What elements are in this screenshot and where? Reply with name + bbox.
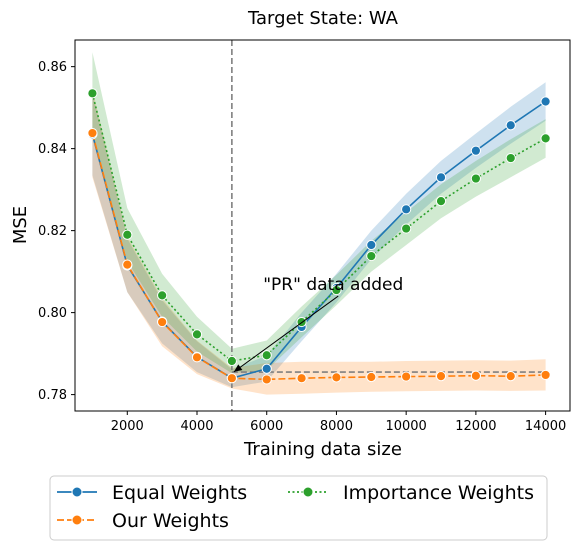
x-axis-ticks: 2000 4000 6000 8000 10000 12000 14000 [111, 411, 566, 434]
point-2-4 [226, 355, 237, 367]
reference-lines [231, 40, 546, 411]
y-tick-label-4: 0.86 [38, 60, 67, 75]
series-lines [91, 93, 547, 381]
legend-label-2: Importance Weights [343, 482, 534, 504]
point-1-7 [331, 372, 342, 383]
point-1-3 [191, 352, 203, 363]
annotation-text: "PR" data added [263, 275, 403, 295]
legend-marker-0 [71, 486, 83, 498]
point-2-12 [505, 152, 516, 164]
point-2-11 [470, 173, 481, 184]
point-1-13 [540, 369, 551, 381]
point-0-9 [401, 204, 412, 215]
point-0-12 [505, 120, 516, 131]
point-1-12 [505, 371, 516, 382]
point-1-0 [87, 127, 98, 139]
point-2-10 [435, 196, 447, 207]
y-axis-label: MSE [10, 206, 31, 244]
annotation-arrow [233, 295, 339, 373]
point-1-1 [122, 259, 133, 270]
y-tick-label-3: 0.84 [38, 142, 67, 157]
series-line-2 [91, 93, 546, 362]
point-1-5 [261, 374, 272, 385]
chart-title: Target State: WA [247, 8, 399, 29]
series-line-1 [91, 132, 546, 381]
point-1-6 [296, 373, 307, 384]
legend: Equal Weights Our Weights Importance Weigh… [49, 475, 548, 541]
ci-band-1 [92, 89, 546, 395]
point-1-4 [226, 373, 237, 384]
point-2-9 [401, 223, 412, 234]
legend-marker-2 [302, 486, 314, 498]
point-1-9 [401, 371, 412, 382]
point-0-8 [366, 239, 377, 251]
y-tick-label-2: 0.82 [38, 224, 67, 239]
x-tick-label-5: 12000 [455, 419, 496, 434]
y-axis-ticks: 0.78 0.80 0.82 0.84 0.86 [38, 60, 75, 403]
legend-box [49, 475, 548, 541]
x-tick-label-2: 6000 [250, 419, 283, 434]
point-0-13 [540, 96, 551, 107]
x-tick-label-3: 8000 [320, 419, 353, 434]
point-1-2 [157, 316, 168, 328]
x-tick-label-6: 14000 [525, 419, 566, 434]
legend-marker-1 [71, 514, 83, 526]
annotation: "PR" data added [233, 275, 403, 373]
plot-frame [74, 39, 571, 412]
point-0-11 [470, 145, 481, 156]
point-2-13 [540, 133, 551, 144]
point-0-10 [435, 172, 447, 183]
point-1-11 [470, 370, 481, 381]
point-1-10 [435, 371, 447, 382]
x-tick-label-4: 10000 [385, 419, 426, 434]
ci-band-2 [92, 52, 546, 374]
point-2-1 [122, 229, 133, 240]
y-tick-label-1: 0.80 [38, 306, 67, 321]
point-2-8 [366, 250, 377, 262]
x-tick-label-0: 2000 [111, 419, 144, 434]
x-axis-label: Training data size [243, 439, 402, 460]
point-0-5 [261, 363, 272, 374]
point-2-7 [331, 284, 342, 296]
point-2-3 [191, 329, 203, 340]
x-tick-label-1: 4000 [180, 419, 213, 434]
confidence-bands [92, 52, 546, 395]
legend-label-1: Our Weights [112, 510, 229, 532]
point-2-2 [157, 290, 168, 301]
point-2-0 [87, 88, 98, 99]
point-1-8 [366, 371, 377, 383]
annotation-arrowhead [233, 364, 243, 372]
point-2-5 [261, 350, 272, 361]
y-tick-label-0: 0.78 [38, 388, 67, 403]
legend-label-0: Equal Weights [112, 482, 247, 504]
